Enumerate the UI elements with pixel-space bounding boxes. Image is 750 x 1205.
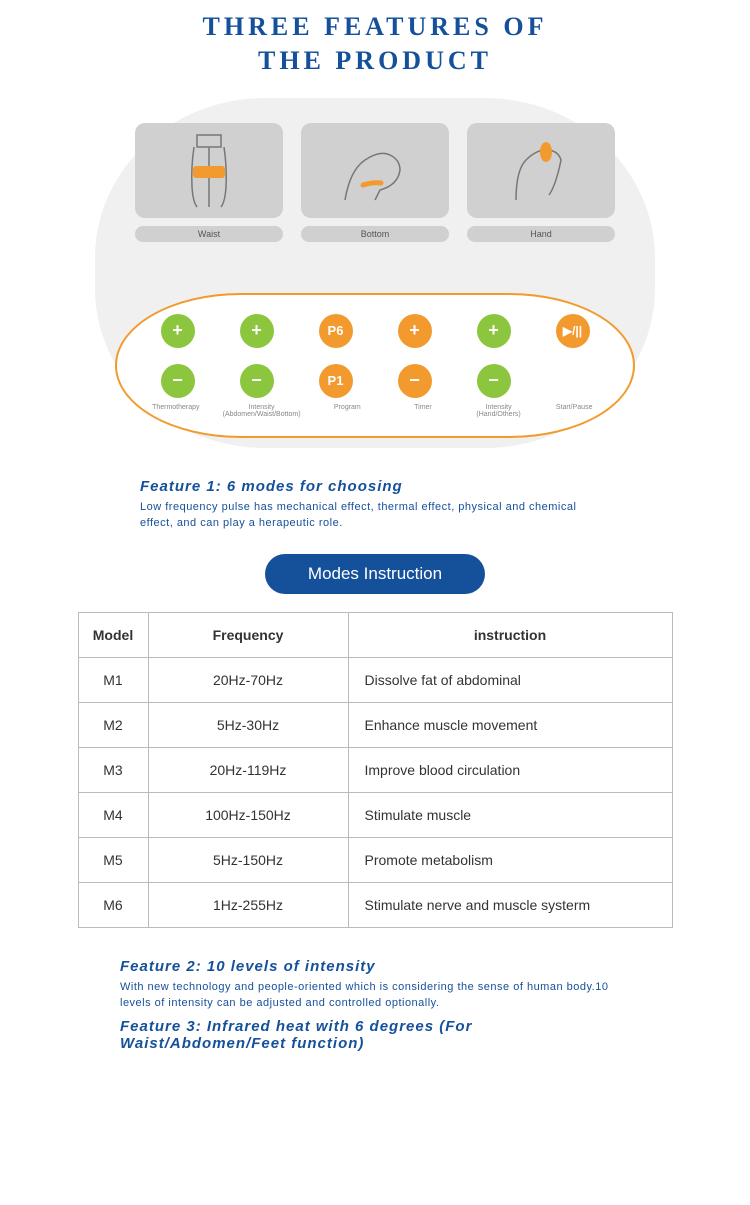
cell-model: M3 xyxy=(78,747,148,792)
label-waist: Waist xyxy=(135,226,283,242)
th-frequency: Frequency xyxy=(148,612,348,657)
label-hand: Hand xyxy=(467,226,615,242)
timer-minus-button[interactable]: − xyxy=(398,364,432,398)
cell-instruction: Dissolve fat of abdominal xyxy=(348,657,672,702)
ctrl-label: Start/Pause xyxy=(545,404,603,418)
intensity-hand-plus-button[interactable]: + xyxy=(477,314,511,348)
start-pause-button[interactable]: ▶/|| xyxy=(556,314,590,348)
table-row: M25Hz-30HzEnhance muscle movement xyxy=(78,702,672,747)
table-row: M55Hz-150HzPromote metabolism xyxy=(78,837,672,882)
title-line1: THREE FEATURES OF xyxy=(203,12,548,41)
intensity-awb-minus-button[interactable]: − xyxy=(240,364,274,398)
cell-instruction: Enhance muscle movement xyxy=(348,702,672,747)
cell-instruction: Stimulate nerve and muscle systerm xyxy=(348,882,672,927)
feature3-title: Feature 3: Infrared heat with 6 degrees … xyxy=(120,1018,630,1052)
ctrl-label: Timer xyxy=(394,404,452,418)
cell-frequency: 1Hz-255Hz xyxy=(148,882,348,927)
timer-plus-button[interactable]: + xyxy=(398,314,432,348)
table-row: M61Hz-255HzStimulate nerve and muscle sy… xyxy=(78,882,672,927)
cell-model: M5 xyxy=(78,837,148,882)
ctrl-label: Program xyxy=(319,404,377,418)
cell-frequency: 20Hz-119Hz xyxy=(148,747,348,792)
thermo-plus-button[interactable]: + xyxy=(161,314,195,348)
intensity-hand-minus-button[interactable]: − xyxy=(477,364,511,398)
cell-frequency: 5Hz-30Hz xyxy=(148,702,348,747)
ctrl-label: Intensity (Hand/Others) xyxy=(470,404,528,418)
feature1-block: Feature 1: 6 modes for choosing Low freq… xyxy=(0,478,750,532)
cell-frequency: 100Hz-150Hz xyxy=(148,792,348,837)
cell-model: M1 xyxy=(78,657,148,702)
control-labels: Thermotherapy Intensity (Abdomen/Waist/B… xyxy=(147,404,603,418)
modes-table: Model Frequency instruction M120Hz-70HzD… xyxy=(78,612,673,928)
cell-frequency: 20Hz-70Hz xyxy=(148,657,348,702)
cell-instruction: Stimulate muscle xyxy=(348,792,672,837)
intensity-awb-plus-button[interactable]: + xyxy=(240,314,274,348)
table-header-row: Model Frequency instruction xyxy=(78,612,672,657)
th-model: Model xyxy=(78,612,148,657)
body-part-row xyxy=(135,123,615,218)
program-down-button[interactable]: P1 xyxy=(319,364,353,398)
cell-instruction: Promote metabolism xyxy=(348,837,672,882)
control-panel: + + P6 + + ▶/|| − − P1 − − Thermotherapy… xyxy=(115,293,635,438)
cell-model: M6 xyxy=(78,882,148,927)
ctrl-label: Intensity (Abdomen/Waist/Bottom) xyxy=(223,404,301,418)
feature2-title: Feature 2: 10 levels of intensity xyxy=(120,958,630,975)
thermo-minus-button[interactable]: − xyxy=(161,364,195,398)
title-line2: THE PRODUCT xyxy=(258,46,492,75)
body-hand-illustration xyxy=(467,123,615,218)
ctrl-label: Thermotherapy xyxy=(147,404,205,418)
program-up-button[interactable]: P6 xyxy=(319,314,353,348)
body-waist-illustration xyxy=(135,123,283,218)
cell-frequency: 5Hz-150Hz xyxy=(148,837,348,882)
feature1-title: Feature 1: 6 modes for choosing xyxy=(140,478,610,495)
body-label-row: Waist Bottom Hand xyxy=(135,226,615,242)
cell-model: M4 xyxy=(78,792,148,837)
modes-instruction-pill: Modes Instruction xyxy=(265,554,485,594)
bottom-features: Feature 2: 10 levels of intensity With n… xyxy=(0,958,750,1081)
table-row: M120Hz-70HzDissolve fat of abdominal xyxy=(78,657,672,702)
page-title: THREE FEATURES OF THE PRODUCT xyxy=(0,0,750,98)
th-instruction: instruction xyxy=(348,612,672,657)
body-bottom-illustration xyxy=(301,123,449,218)
device-panel: Waist Bottom Hand + + P6 + + ▶/|| − − P1… xyxy=(95,98,655,448)
table-row: M320Hz-119HzImprove blood circulation xyxy=(78,747,672,792)
cell-model: M2 xyxy=(78,702,148,747)
cell-instruction: Improve blood circulation xyxy=(348,747,672,792)
label-bottom: Bottom xyxy=(301,226,449,242)
feature2-desc: With new technology and people-oriented … xyxy=(120,979,630,1012)
table-row: M4100Hz-150HzStimulate muscle xyxy=(78,792,672,837)
feature1-desc: Low frequency pulse has mechanical effec… xyxy=(140,499,610,532)
